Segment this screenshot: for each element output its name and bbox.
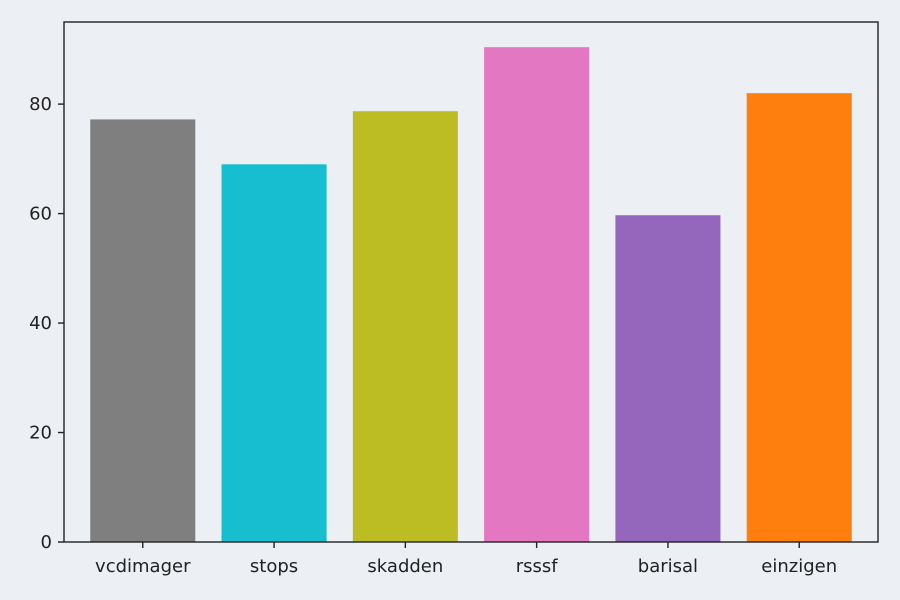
bars-group — [90, 47, 852, 542]
x-tick-label-skadden: skadden — [367, 556, 443, 577]
y-axis-ticks: 0 20 40 60 80 — [29, 94, 64, 553]
bar-barisal — [615, 215, 721, 542]
x-tick-label-stops: stops — [250, 556, 298, 577]
y-tick-label-40: 40 — [29, 313, 52, 334]
x-tick-label-einzigen: einzigen — [761, 556, 837, 577]
plot-frame — [63, 21, 879, 543]
x-tick-label-barisal: barisal — [638, 556, 698, 577]
x-tick-label-vcdimager: vcdimager — [95, 556, 191, 577]
x-axis-ticks: vcdimager stops skadden rsssf barisal einzige… — [95, 542, 837, 577]
bar-einzigen — [746, 93, 852, 542]
bar-vcdimager — [90, 119, 196, 542]
bar-rsssf — [484, 47, 590, 542]
y-tick-label-0: 0 — [41, 532, 52, 553]
y-tick-label-20: 20 — [29, 423, 52, 444]
bar-stops — [221, 164, 327, 542]
y-tick-label-60: 60 — [29, 204, 52, 225]
y-tick-label-80: 80 — [29, 94, 52, 115]
bar-skadden — [352, 111, 458, 542]
x-tick-label-rsssf: rsssf — [516, 556, 559, 577]
plot-area — [64, 22, 878, 542]
